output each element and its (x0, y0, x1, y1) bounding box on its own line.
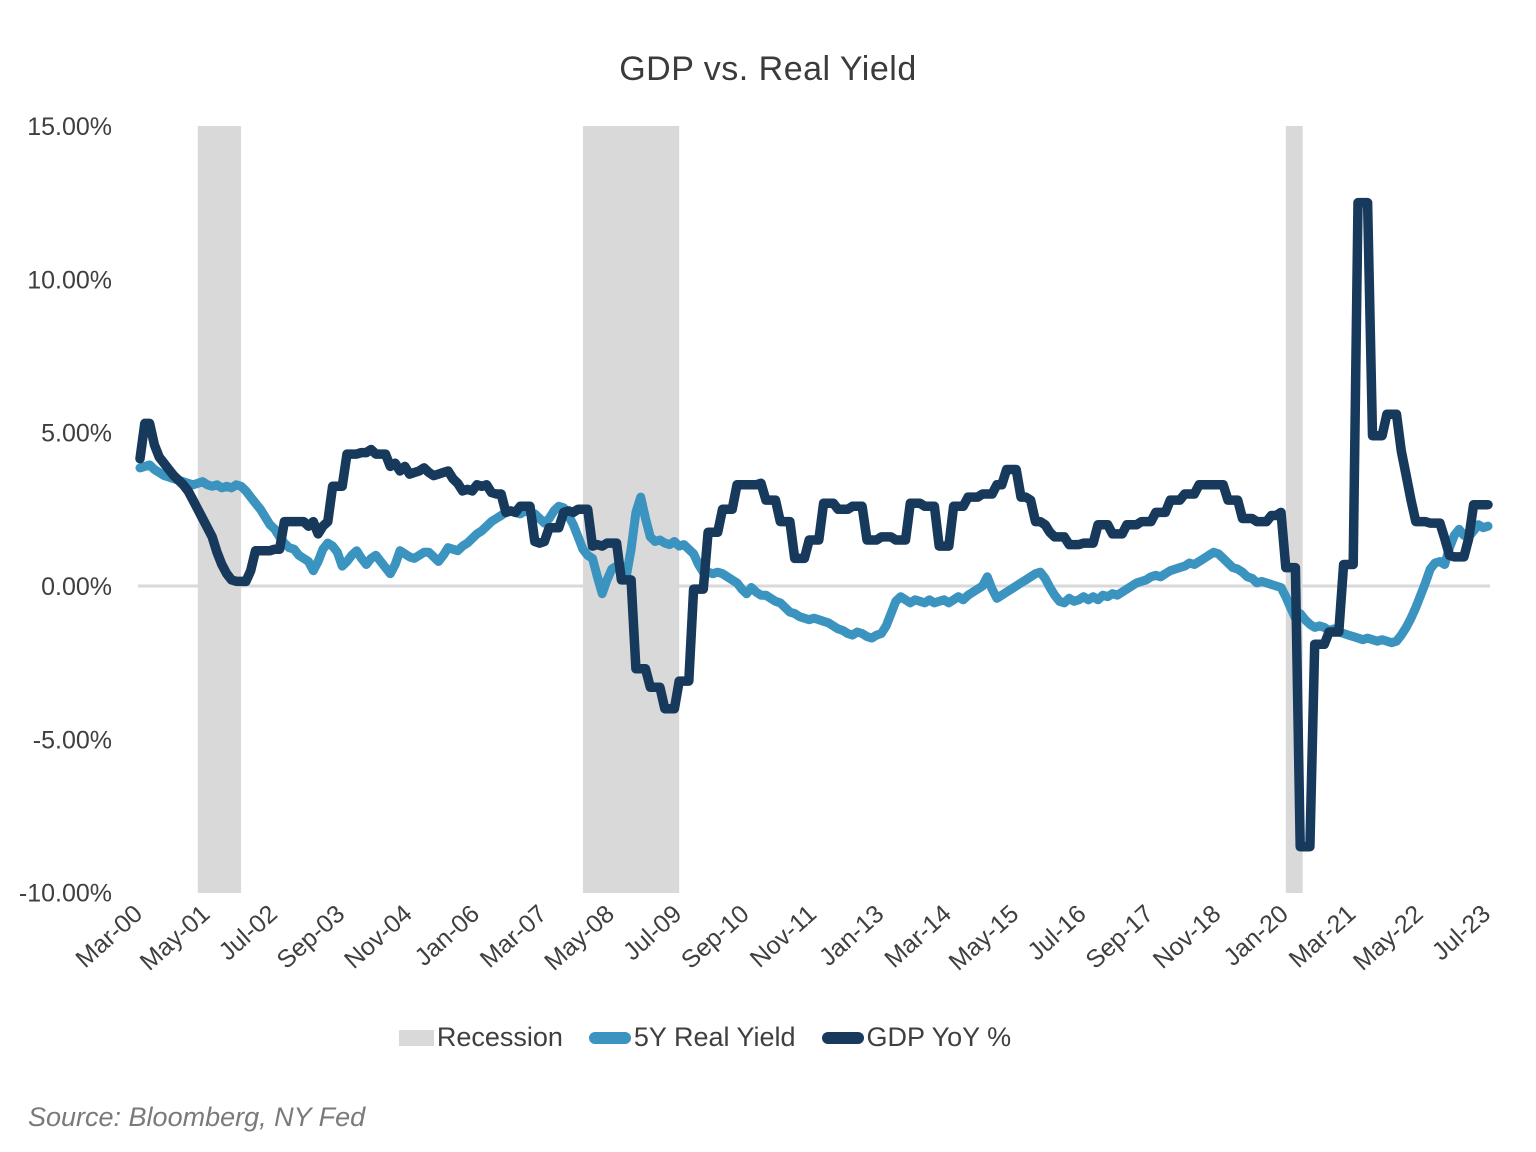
legend-label-recession: Recession (436, 1022, 563, 1052)
legend-item-gdp: GDP YoY % (821, 1022, 1012, 1053)
x-axis-tick-label: Sep-17 (1080, 900, 1159, 975)
x-axis-tick-label: Nov-18 (1148, 900, 1227, 975)
legend-label-gdp: GDP YoY % (866, 1022, 1012, 1052)
x-axis-tick-label: May-08 (539, 900, 620, 977)
x-axis-tick-label: Jul-09 (618, 900, 687, 966)
x-axis-tick-label: Jan-06 (409, 900, 485, 972)
y-axis-tick-label: 5.00% (41, 420, 112, 448)
legend: Recession 5Y Real Yield GDP YoY % (0, 1022, 1410, 1053)
x-axis-tick-label: Nov-11 (745, 900, 822, 974)
gdp-line (135, 197, 1493, 852)
x-axis-tick-label: May-15 (944, 900, 1025, 977)
chart-title: GDP vs. Real Yield (619, 50, 917, 88)
y-axis-tick-label: -5.00% (33, 726, 112, 754)
y-axis-tick-label: -10.00% (19, 880, 112, 908)
x-axis-tick-label: Jul-02 (213, 900, 282, 966)
x-axis-tick-label: Jan-20 (1218, 900, 1294, 972)
legend-item-real-yield: 5Y Real Yield (588, 1022, 796, 1053)
x-axis-tick-label: Mar-07 (475, 900, 553, 974)
x-axis-tick-label: Sep-03 (272, 900, 351, 975)
y-axis-tick-label: 10.00% (27, 266, 112, 294)
source-note: Source: Bloomberg, NY Fed (28, 1102, 366, 1132)
legend-label-real-yield: 5Y Real Yield (633, 1022, 796, 1052)
recession-band (197, 126, 242, 893)
legend-item-recession: Recession (398, 1022, 563, 1053)
gdp-swatch (821, 1031, 864, 1044)
x-axis-tick-label: Jul-16 (1022, 900, 1091, 966)
real-yield-line (135, 460, 1493, 648)
recession-band (582, 126, 680, 893)
x-axis-tick-label: Mar-00 (70, 900, 148, 974)
x-axis-tick-label: Jul-23 (1427, 900, 1496, 966)
x-axis-tick-label: May-22 (1348, 900, 1429, 977)
x-axis-tick-label: Mar-21 (1284, 900, 1362, 974)
y-axis-tick-label: 0.00% (41, 573, 112, 601)
x-axis-tick-label: May-01 (135, 900, 216, 977)
y-axis-tick-label: 15.00% (27, 113, 112, 141)
x-axis-tick-label: Nov-04 (339, 900, 418, 975)
recession-swatch (398, 1029, 434, 1046)
real-yield-swatch (588, 1031, 631, 1044)
x-axis-tick-label: Sep-10 (676, 900, 755, 975)
x-axis-tick-label: Jan-13 (814, 900, 890, 972)
x-axis-tick-label: Mar-14 (879, 900, 957, 974)
